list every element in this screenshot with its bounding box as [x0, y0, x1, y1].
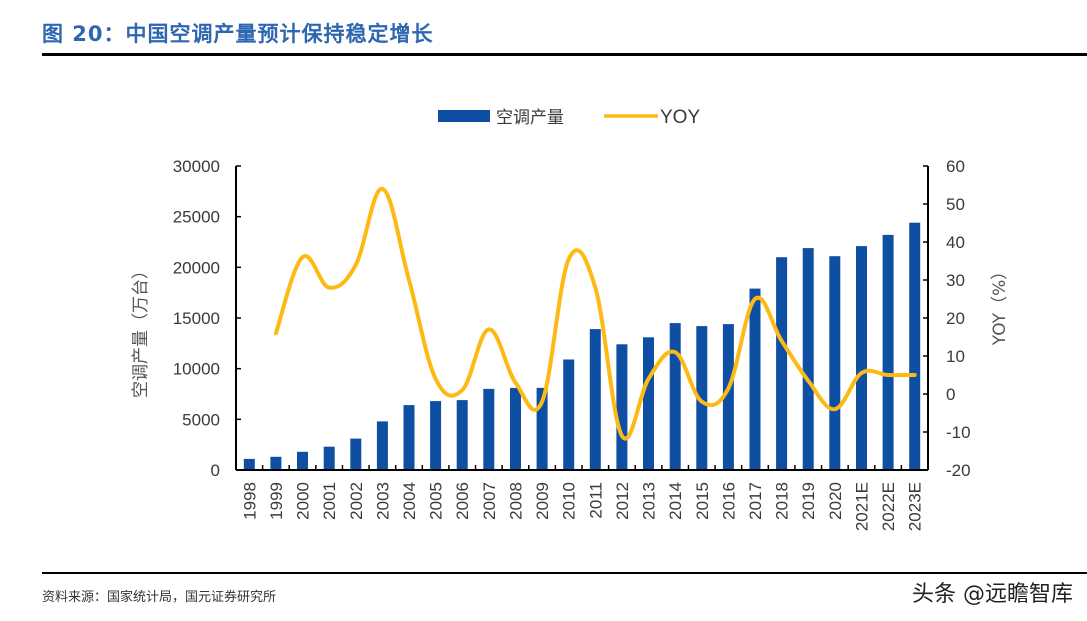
x-tick-label: 2001 [320, 482, 339, 520]
x-tick-label: 2011 [586, 482, 605, 519]
legend-swatch-production [438, 110, 490, 122]
x-tick-label: 2003 [373, 482, 392, 520]
axes [235, 165, 929, 471]
title-divider [42, 53, 1087, 56]
left-tick-label: 0 [211, 461, 220, 480]
bar-2014 [669, 323, 681, 470]
legend: 空调产量 YOY [438, 107, 700, 128]
bar-2007 [483, 388, 495, 470]
right-tick-label: 10 [946, 347, 965, 366]
right-tick-label: 20 [946, 309, 965, 328]
x-tick-label: 2004 [400, 482, 419, 520]
bar-1999 [270, 456, 282, 470]
x-tick-label: 2006 [453, 482, 472, 520]
bar-1998 [243, 458, 255, 470]
bar-2004 [403, 405, 415, 470]
bar-2017 [749, 288, 761, 470]
left-tick-label: 30000 [173, 157, 220, 176]
bar-series-production [243, 222, 921, 470]
x-tick-label: 2000 [294, 482, 313, 520]
x-tick-label: 1999 [267, 482, 286, 520]
x-tick-label: 2023E [906, 482, 925, 531]
bar-2015 [696, 326, 708, 470]
x-tick-label: 2014 [666, 482, 685, 520]
x-tick-label: 2007 [480, 482, 499, 520]
x-tick-label: 2021E [853, 482, 872, 531]
right-tick-label: 40 [946, 233, 965, 252]
bar-2009 [536, 387, 548, 470]
line-series-yoy [273, 186, 917, 441]
bar-2001 [323, 446, 335, 470]
footer-divider [42, 572, 1087, 574]
bar-2012 [616, 344, 628, 470]
x-tick-label: 1998 [240, 482, 259, 520]
x-tick-label: 2015 [693, 482, 712, 520]
bar-2022E [882, 234, 894, 470]
x-tick-label: 2019 [799, 482, 818, 520]
legend-label-production: 空调产量 [496, 108, 564, 128]
right-tick-label: -20 [946, 461, 971, 480]
x-tick-label: 2008 [507, 482, 526, 520]
x-tick-label: 2009 [533, 482, 552, 520]
x-tick-label: 2020 [826, 482, 845, 520]
left-tick-label: 20000 [173, 258, 220, 277]
legend-label-yoy: YOY [660, 107, 700, 128]
bar-2016 [722, 324, 734, 470]
source-note: 资料来源：国家统计局，国元证券研究所 [42, 590, 277, 605]
left-axis-tick-labels: 0 5000 10000 15000 20000 25000 30000 [173, 157, 220, 480]
right-tick-label: 30 [946, 271, 965, 290]
figure-title: 图 20：中国空调产量预计保持稳定增长 [42, 22, 434, 46]
bar-2005 [430, 401, 442, 470]
left-tick-label: 25000 [173, 208, 220, 227]
bar-2003 [376, 421, 388, 470]
left-tick-label: 15000 [173, 309, 220, 328]
bar-2002 [350, 438, 362, 470]
watermark: 头条 @远瞻智库 [912, 582, 1073, 607]
left-tick-label: 5000 [182, 410, 220, 429]
x-axis-tick-labels: 1998 1999 2000 2001 2002 2003 2004 2005 2006 2007… [240, 482, 924, 531]
bar-2023E [909, 222, 921, 470]
x-tick-label: 2012 [613, 482, 632, 520]
bar-2008 [510, 387, 521, 470]
bar-2018 [776, 257, 788, 470]
bar-2010 [563, 359, 575, 470]
bar-2020 [829, 256, 841, 470]
x-tick-label: 2022E [879, 482, 898, 531]
right-tick-label: 60 [946, 157, 965, 176]
bar-2013 [643, 337, 654, 470]
x-tick-label: 2016 [719, 482, 738, 520]
bar-2021E [856, 246, 867, 470]
right-tick-label: 0 [946, 385, 955, 404]
x-tick-label: 2005 [427, 482, 446, 520]
x-tick-label: 2002 [347, 482, 366, 520]
x-tick-label: 2013 [640, 482, 659, 520]
right-axis-tick-labels: -20 -10 0 10 20 30 40 50 60 [946, 157, 971, 480]
x-tick-label: 2010 [560, 482, 579, 520]
right-axis-title: YOY（%） [990, 263, 1010, 346]
bar-2011 [589, 329, 601, 470]
bar-2006 [456, 400, 468, 470]
right-tick-label: 50 [946, 195, 965, 214]
x-tick-label: 2017 [746, 482, 765, 520]
left-tick-label: 10000 [173, 360, 220, 379]
left-axis-title: 空调产量（万台） [131, 262, 151, 398]
right-tick-label: -10 [946, 423, 971, 442]
bar-2000 [297, 451, 308, 470]
x-tick-label: 2018 [773, 482, 792, 520]
bar-2019 [802, 248, 814, 470]
